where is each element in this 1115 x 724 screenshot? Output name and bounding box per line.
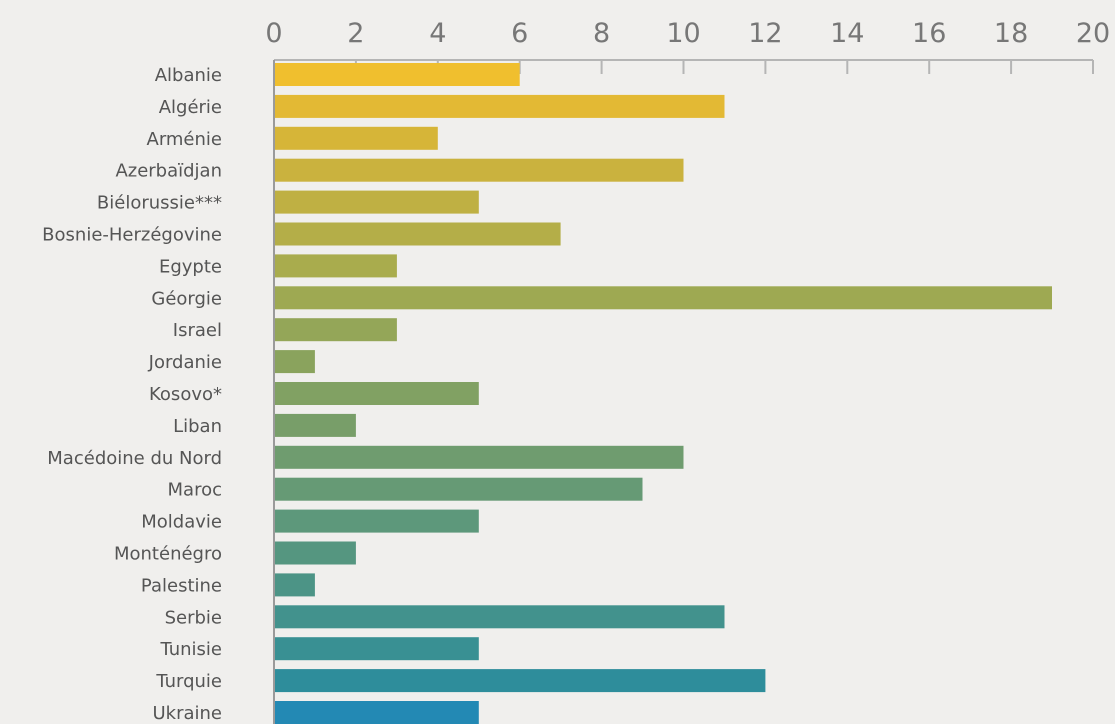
bar [274, 605, 725, 629]
category-label: Biélorussie*** [97, 193, 222, 214]
bar [274, 573, 315, 597]
bar [274, 413, 356, 437]
bar [274, 541, 356, 565]
bar [274, 509, 479, 533]
bar [274, 669, 766, 693]
x-tick-label: 16 [912, 18, 946, 49]
x-tick-label: 20 [1076, 18, 1110, 49]
x-tick-label: 10 [666, 18, 700, 49]
bar [274, 637, 479, 661]
category-label: Liban [173, 416, 222, 437]
x-tick-label: 12 [748, 18, 782, 49]
bars [274, 63, 1052, 724]
bar [274, 126, 438, 150]
category-label: Macédoine du Nord [47, 448, 222, 469]
category-label: Jordanie [148, 352, 222, 373]
category-label: Palestine [141, 575, 222, 596]
x-tick-label: 0 [265, 18, 282, 49]
x-tick-label: 4 [429, 18, 446, 49]
bar [274, 477, 643, 501]
bar [274, 350, 315, 374]
category-label: Israel [173, 320, 222, 341]
category-label: Monténégro [114, 544, 222, 565]
x-tick-label: 6 [511, 18, 528, 49]
bar [274, 254, 397, 278]
bar [274, 190, 479, 214]
x-tick-label: 18 [994, 18, 1028, 49]
category-label: Albanie [155, 65, 222, 86]
bar [274, 63, 520, 86]
category-label: Moldavie [141, 512, 222, 533]
bar [274, 318, 397, 342]
category-label: Ukraine [152, 703, 222, 724]
x-axis: 0 2 4 6 8 10 12 14 16 18 20 [265, 18, 1110, 74]
bar [274, 382, 479, 405]
category-label: Azerbaïdjan [115, 161, 222, 182]
category-label: Géorgie [151, 288, 222, 309]
x-tick-label: 14 [830, 18, 864, 49]
bar [274, 445, 684, 469]
x-tick-label: 2 [347, 18, 364, 49]
category-label: Turquie [155, 671, 222, 692]
category-label: Kosovo* [149, 384, 222, 405]
category-label: Tunisie [159, 639, 222, 660]
category-label: Algérie [159, 97, 222, 118]
category-label: Arménie [147, 129, 223, 150]
bar [274, 94, 725, 118]
bar [274, 222, 561, 246]
category-label: Bosnie-Herzégovine [42, 225, 222, 246]
bar [274, 701, 479, 724]
bar [274, 286, 1052, 310]
x-tick-label: 8 [593, 18, 610, 49]
category-label: Maroc [168, 480, 222, 501]
category-labels: Albanie Algérie Arménie Azerbaïdjan Biélorus… [42, 65, 222, 724]
category-label: Serbie [165, 607, 222, 628]
bar [274, 158, 684, 182]
category-label: Egypte [159, 256, 222, 277]
